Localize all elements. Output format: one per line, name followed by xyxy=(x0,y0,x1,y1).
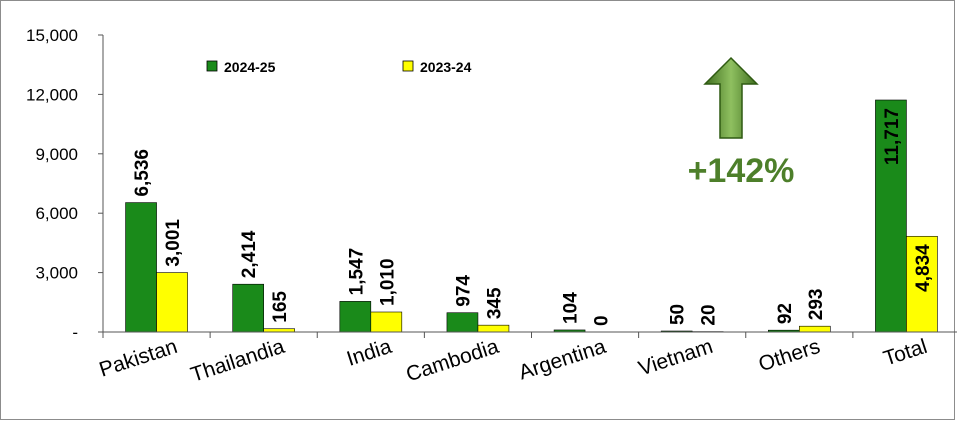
legend-label-2023-24: 2023-24 xyxy=(420,59,472,75)
bar-2024-25-Total xyxy=(875,99,907,333)
data-label: 345 xyxy=(484,287,505,319)
bars xyxy=(125,99,938,333)
x-category-label: Argentina xyxy=(516,335,609,385)
growth-annotation: +142% xyxy=(688,56,795,190)
data-label: 1,010 xyxy=(377,258,398,306)
legend-swatch-2023-24 xyxy=(402,60,414,72)
x-category-label: Pakistan xyxy=(96,335,180,382)
bar-2023-24-Pakistan xyxy=(156,272,188,333)
up-arrow-icon xyxy=(703,56,759,139)
x-category-label: Cambodia xyxy=(403,335,501,387)
bar-2024-25-India xyxy=(339,301,372,333)
data-labels: 6,536 3,001 2,414 165 1,547 1,010 974 345 104 0 50… xyxy=(132,108,934,326)
bar-2023-24-Cambodia xyxy=(477,324,510,333)
x-category-label: Others xyxy=(756,335,823,376)
bar-2023-24-India xyxy=(370,311,403,333)
data-label: 293 xyxy=(806,288,827,320)
data-label: 92 xyxy=(775,303,796,324)
y-tick-label: 6,000 xyxy=(35,204,78,223)
y-tick-label: 15,000 xyxy=(26,26,78,45)
bar-2024-25-Thailandia xyxy=(232,283,264,333)
data-label: 104 xyxy=(561,292,582,324)
x-category-label: Total xyxy=(881,335,930,371)
y-tick-label: 3,000 xyxy=(35,264,78,283)
data-label: 20 xyxy=(699,304,720,325)
y-axis: - 3,000 6,000 9,000 12,000 15,000 xyxy=(26,26,103,342)
legend-swatch-2024-25 xyxy=(206,60,218,72)
data-label: 50 xyxy=(668,304,689,325)
data-label: 1,547 xyxy=(346,248,367,296)
y-tick-label: 12,000 xyxy=(26,85,78,104)
legend: 2024-25 2023-24 xyxy=(206,59,472,75)
x-category-label: Thailandia xyxy=(188,335,288,387)
bar-2023-24-Total xyxy=(906,235,938,333)
data-label: 3,001 xyxy=(163,219,184,267)
data-label: 11,717 xyxy=(882,108,903,165)
y-tick-label: - xyxy=(72,323,78,342)
y-tick-label: 9,000 xyxy=(35,145,78,164)
bar-2024-25-Cambodia xyxy=(446,312,479,333)
bar-2024-25-Pakistan xyxy=(125,202,157,333)
x-category-label: Vietnam xyxy=(636,335,716,381)
x-category-label: India xyxy=(344,335,395,371)
data-label: 4,834 xyxy=(913,244,934,292)
data-label: 6,536 xyxy=(132,149,153,197)
data-label: 2,414 xyxy=(239,230,260,278)
bar-2023-24-Others xyxy=(799,325,831,333)
data-label: 0 xyxy=(592,315,613,326)
legend-label-2024-25: 2024-25 xyxy=(224,59,276,75)
data-label: 165 xyxy=(270,291,291,323)
growth-percentage: +142% xyxy=(688,152,795,190)
x-axis: Pakistan Thailandia India Cambodia Argentina… xyxy=(96,332,930,387)
data-label: 974 xyxy=(453,275,474,307)
